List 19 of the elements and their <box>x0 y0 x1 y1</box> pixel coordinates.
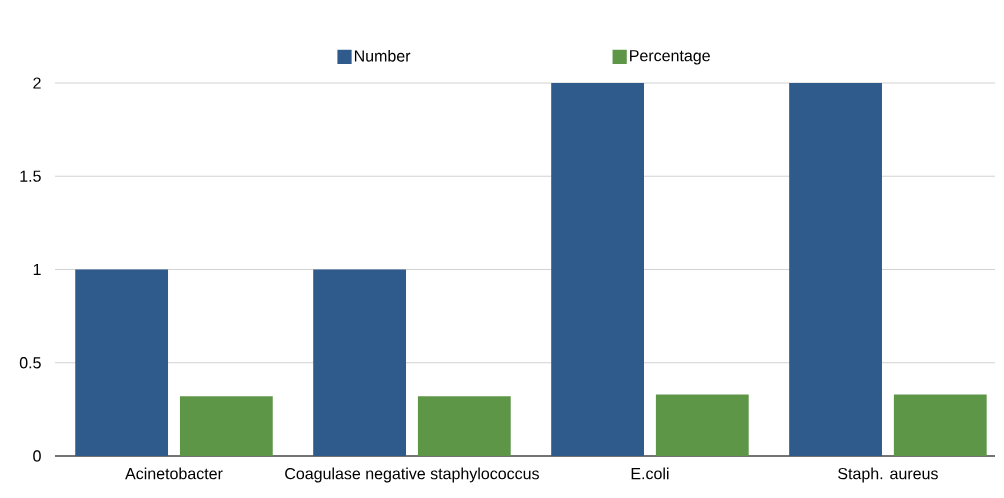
y-tick-label: 0.5 <box>19 357 41 369</box>
x-tick-label: Coagulase negative staphylococcus <box>285 467 539 483</box>
bar <box>551 83 644 456</box>
y-tick-label: 1.5 <box>20 170 41 182</box>
bar <box>893 394 987 456</box>
x-tick-label: Staph. aureus <box>838 467 938 483</box>
bar <box>313 269 407 456</box>
legend-label: Percentage <box>630 50 710 65</box>
bar <box>655 394 749 456</box>
bar <box>179 396 273 456</box>
bar <box>417 396 511 456</box>
bar <box>789 83 882 456</box>
y-tick-label: 0 <box>33 450 41 462</box>
y-tick-label: 1 <box>33 263 41 275</box>
y-tick-label: 2 <box>33 77 41 89</box>
legend-label: Number <box>354 49 411 62</box>
x-tick-label: E.coli <box>631 467 669 480</box>
bar <box>75 269 169 456</box>
x-tick-label: Acinetobacter <box>125 467 223 480</box>
